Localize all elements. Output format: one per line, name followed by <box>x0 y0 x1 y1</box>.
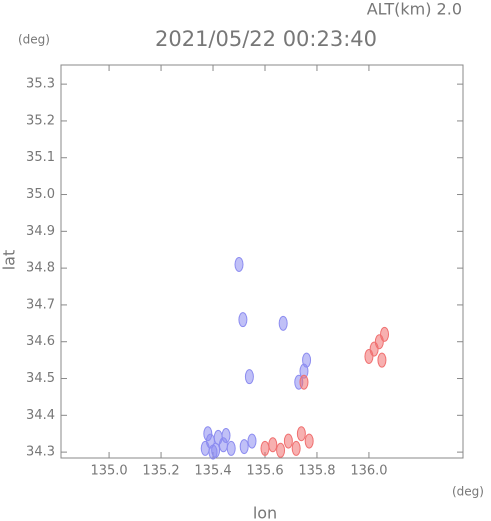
y-tick-label: 35.2 <box>26 113 55 128</box>
echo-point <box>304 433 314 449</box>
x-tick-label: 135.6 <box>246 464 283 479</box>
echo-point <box>203 426 213 442</box>
altitude-label: ALT(km) 2.0 <box>367 0 462 19</box>
echo-point <box>268 437 278 453</box>
plot-frame <box>60 64 464 459</box>
y-unit: (deg) <box>18 33 50 47</box>
y-axis-label: lat <box>0 250 19 271</box>
y-tick-label: 34.5 <box>26 371 55 386</box>
echo-point <box>226 440 236 456</box>
echo-point <box>260 440 270 456</box>
y-tick-label: 34.8 <box>26 261 55 276</box>
echo-point <box>239 439 249 455</box>
y-tick-label: 34.4 <box>26 408 55 423</box>
x-tick-label: 135.2 <box>142 464 179 479</box>
echo-point <box>244 369 254 385</box>
x-unit: (deg) <box>452 485 484 499</box>
y-tick-label: 34.7 <box>26 297 55 312</box>
chart-title: 2021/05/22 00:23:40 <box>155 27 377 51</box>
echo-point <box>208 444 218 460</box>
echo-point <box>380 326 390 342</box>
echo-point <box>302 352 312 368</box>
y-tick-label: 34.6 <box>26 334 55 349</box>
echo-point <box>278 315 288 331</box>
echo-point <box>238 312 248 328</box>
x-tick-label: 136.0 <box>350 464 387 479</box>
y-tick-label: 35.3 <box>26 77 55 92</box>
x-tick-label: 135.4 <box>194 464 231 479</box>
echo-point <box>283 433 293 449</box>
echo-point <box>299 374 309 390</box>
echo-point <box>377 352 387 368</box>
echo-point <box>276 442 286 458</box>
echo-point <box>213 429 223 445</box>
x-axis-label: lon <box>253 504 277 521</box>
y-tick-label: 34.3 <box>26 445 55 460</box>
echo-point <box>234 256 244 272</box>
y-tick-label: 35.0 <box>26 187 55 202</box>
echo-point <box>221 428 231 444</box>
echo-point <box>296 426 306 442</box>
x-tick-label: 135.0 <box>90 464 127 479</box>
y-tick-label: 35.1 <box>26 150 55 165</box>
y-tick-label: 34.9 <box>26 224 55 239</box>
echo-point <box>291 440 301 456</box>
x-tick-label: 135.8 <box>298 464 335 479</box>
echo-point <box>247 433 257 449</box>
